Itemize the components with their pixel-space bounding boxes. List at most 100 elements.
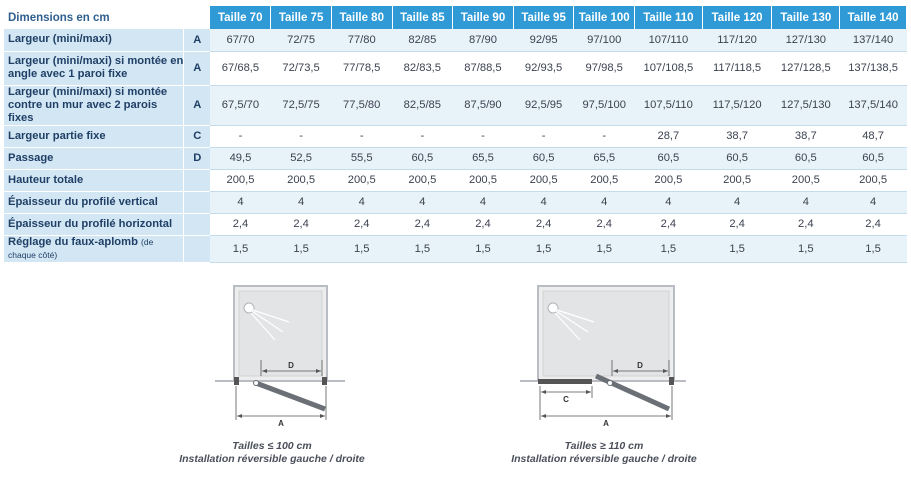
table-cell: 87/88,5 bbox=[452, 51, 514, 86]
table-cell: 1,5 bbox=[452, 235, 514, 263]
table-cell: 72/75 bbox=[270, 29, 332, 52]
table-cell: 137/140 bbox=[839, 29, 907, 52]
fixed-panel bbox=[538, 379, 592, 384]
row-label: Largeur partie fixe bbox=[4, 125, 184, 148]
table-cell: 1,5 bbox=[513, 235, 574, 263]
table-cell: 200,5 bbox=[392, 169, 453, 192]
caption-size-range: Tailles ≥ 110 cm bbox=[564, 440, 644, 452]
dimension-d: D bbox=[260, 360, 323, 376]
table-cell: 200,5 bbox=[331, 169, 393, 192]
table-cell: 82/85 bbox=[392, 29, 453, 52]
table-cell: 137,5/140 bbox=[839, 85, 907, 126]
table-cell: 97,5/100 bbox=[573, 85, 635, 126]
table-cell: 117/120 bbox=[702, 29, 772, 52]
table-cell: 117,5/120 bbox=[702, 85, 772, 126]
row-label: Largeur (mini/maxi) si montée contre un … bbox=[4, 85, 184, 126]
table-cell: 4 bbox=[634, 191, 703, 214]
table-row: Hauteur totale 200,5 200,5 200,5 200,5 200,5 2… bbox=[4, 169, 907, 192]
row-label: Épaisseur du profilé horizontal bbox=[4, 213, 184, 236]
table-cell: - bbox=[573, 125, 635, 148]
table-cell: 200,5 bbox=[452, 169, 514, 192]
row-label: Passage bbox=[4, 147, 184, 170]
size-header: Taille 80 bbox=[331, 6, 393, 29]
installation-diagram-large: D C A bbox=[520, 285, 686, 428]
caption-size-range: Tailles ≤ 100 cm bbox=[232, 440, 312, 452]
table-cell: 1,5 bbox=[771, 235, 840, 263]
row-dimension-letter: A bbox=[183, 29, 211, 52]
table-cell: 117/118,5 bbox=[702, 51, 772, 86]
table-cell: 97/100 bbox=[573, 29, 635, 52]
table-cell: 60,5 bbox=[771, 147, 840, 170]
door-hinge bbox=[253, 380, 259, 386]
table-cell: 72/73,5 bbox=[270, 51, 332, 86]
table-cell: 1,5 bbox=[634, 235, 703, 263]
table-cell: 38,7 bbox=[771, 125, 840, 148]
table-cell: 1,5 bbox=[210, 235, 271, 263]
profile-left bbox=[234, 377, 239, 385]
caption-installation: Installation réversible gauche / droite bbox=[179, 453, 365, 465]
row-dimension-letter: A bbox=[183, 85, 211, 126]
row-label-text: Passage bbox=[8, 151, 54, 164]
profile-right bbox=[322, 377, 327, 385]
row-dimension-letter bbox=[183, 169, 211, 192]
table-cell: 4 bbox=[839, 191, 907, 214]
table-cell: 2,4 bbox=[331, 213, 393, 236]
svg-text:D: D bbox=[288, 361, 294, 370]
dimension-a: A bbox=[539, 386, 673, 428]
dimension-a: A bbox=[235, 386, 327, 428]
table-cell: - bbox=[452, 125, 514, 148]
table-cell: 2,4 bbox=[771, 213, 840, 236]
table-cell: 2,4 bbox=[702, 213, 772, 236]
table-row: Largeur (mini/maxi) A 67/70 72/75 77/80 82/85… bbox=[4, 29, 907, 52]
size-header: Taille 90 bbox=[452, 6, 514, 29]
table-row: Largeur partie fixe C - - - - - - -28,7 38,7 38,7 4… bbox=[4, 125, 907, 148]
table-cell: 4 bbox=[331, 191, 393, 214]
table-cell: 97/98,5 bbox=[573, 51, 635, 86]
table-cell: 60,5 bbox=[392, 147, 453, 170]
table-cell: - bbox=[513, 125, 574, 148]
table-cell: 4 bbox=[210, 191, 271, 214]
table-row: Largeur (mini/maxi) si montée contre un … bbox=[4, 85, 907, 126]
installation-diagram-small: D A bbox=[215, 285, 345, 428]
dimension-d: D bbox=[611, 360, 670, 376]
table-cell: 1,5 bbox=[270, 235, 332, 263]
tray-inner bbox=[542, 290, 670, 377]
row-label: Épaisseur du profilé vertical bbox=[4, 191, 184, 214]
size-header: Taille 130 bbox=[771, 6, 841, 29]
table-cell: 200,5 bbox=[210, 169, 271, 192]
table-cell: 2,4 bbox=[270, 213, 332, 236]
table-cell: 67/68,5 bbox=[210, 51, 271, 86]
table-cell: 67,5/70 bbox=[210, 85, 271, 126]
table-cell: 2,4 bbox=[634, 213, 703, 236]
table-cell: 1,5 bbox=[331, 235, 393, 263]
table-cell: 77,5/80 bbox=[331, 85, 393, 126]
table-cell: 200,5 bbox=[771, 169, 840, 192]
table-cell: 2,4 bbox=[210, 213, 271, 236]
table-cell: 4 bbox=[270, 191, 332, 214]
shower-head-icon bbox=[243, 302, 290, 341]
profile-right bbox=[669, 377, 674, 385]
row-label-text: Épaisseur du profilé horizontal bbox=[8, 217, 173, 230]
table-cell: 107,5/110 bbox=[634, 85, 703, 126]
table-cell: 77/78,5 bbox=[331, 51, 393, 86]
table-cell: 67/70 bbox=[210, 29, 271, 52]
size-header: Taille 85 bbox=[392, 6, 454, 29]
table-cell: 200,5 bbox=[573, 169, 635, 192]
table-cell: 4 bbox=[392, 191, 453, 214]
table-cell: - bbox=[331, 125, 393, 148]
table-row: Épaisseur du profilé horizontal 2,4 2,4 2,4… bbox=[4, 213, 907, 236]
table-cell: 28,7 bbox=[634, 125, 703, 148]
table-cell: 82/83,5 bbox=[392, 51, 453, 86]
table-cell: 200,5 bbox=[839, 169, 907, 192]
table-cell: 2,4 bbox=[839, 213, 907, 236]
svg-text:A: A bbox=[278, 419, 284, 428]
header-letter-blank bbox=[183, 6, 211, 29]
row-label-text: Épaisseur du profilé vertical bbox=[8, 195, 158, 208]
table-cell: 60,5 bbox=[634, 147, 703, 170]
svg-text:D: D bbox=[637, 361, 643, 370]
size-header: Taille 140 bbox=[839, 6, 907, 29]
dimensions-table: Dimensions en cm Taille 70 Taille 75 Tai… bbox=[4, 6, 907, 263]
row-dimension-letter bbox=[183, 235, 211, 263]
dimensions-unit-label: Dimensions en cm bbox=[4, 6, 184, 29]
table-cell: 1,5 bbox=[702, 235, 772, 263]
